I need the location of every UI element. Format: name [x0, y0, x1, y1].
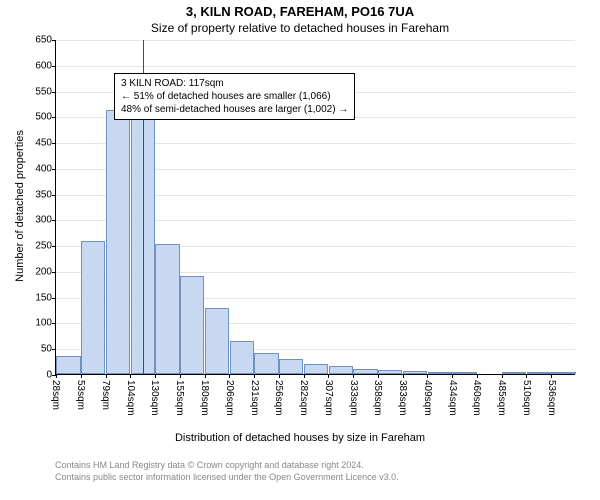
x-tick-mark: [180, 374, 181, 378]
x-tick-mark: [378, 374, 379, 378]
x-tick-label: 28sqm: [50, 380, 61, 410]
x-tick-label: 104sqm: [125, 380, 136, 416]
y-tick-label: 350: [35, 189, 56, 200]
y-axis-label: Number of detached properties: [14, 116, 26, 296]
histogram-bar: [329, 366, 353, 374]
histogram-bar: [353, 369, 377, 374]
y-tick-label: 400: [35, 163, 56, 174]
x-tick-label: 53sqm: [75, 380, 86, 410]
histogram-bar: [527, 372, 551, 374]
x-tick-label: 180sqm: [199, 380, 210, 416]
histogram-bar: [304, 364, 328, 374]
y-tick-label: 100: [35, 318, 56, 329]
x-tick-label: 485sqm: [496, 380, 507, 416]
histogram-bar: [56, 356, 80, 374]
x-tick-mark: [477, 374, 478, 378]
x-tick-mark: [130, 374, 131, 378]
x-tick-label: 358sqm: [372, 380, 383, 416]
histogram-bar: [254, 353, 278, 374]
x-tick-mark: [353, 374, 354, 378]
histogram-bar: [502, 372, 526, 374]
page-root: 3, KILN ROAD, FAREHAM, PO16 7UA Size of …: [0, 0, 600, 500]
x-tick-label: 79sqm: [100, 380, 111, 410]
footer-line2: Contains public sector information licen…: [55, 472, 399, 484]
histogram-bar: [180, 276, 204, 374]
x-tick-mark: [155, 374, 156, 378]
y-tick-label: 650: [35, 35, 56, 46]
x-tick-mark: [304, 374, 305, 378]
x-tick-mark: [403, 374, 404, 378]
x-tick-label: 130sqm: [149, 380, 160, 416]
x-tick-mark: [56, 374, 57, 378]
y-tick-label: 200: [35, 266, 56, 277]
x-tick-label: 510sqm: [521, 380, 532, 416]
histogram-bar: [403, 371, 427, 374]
x-tick-mark: [452, 374, 453, 378]
y-tick-label: 250: [35, 241, 56, 252]
chart-title-sub: Size of property relative to detached ho…: [0, 21, 600, 35]
chart-title-main: 3, KILN ROAD, FAREHAM, PO16 7UA: [0, 4, 600, 19]
histogram-bar: [551, 372, 575, 374]
x-tick-label: 206sqm: [224, 380, 235, 416]
x-tick-mark: [106, 374, 107, 378]
x-tick-mark: [502, 374, 503, 378]
histogram-bar: [106, 110, 130, 374]
x-tick-label: 409sqm: [422, 380, 433, 416]
histogram-bar: [428, 372, 452, 374]
histogram-bar: [205, 308, 229, 374]
x-tick-label: 282sqm: [298, 380, 309, 416]
plot-area: 0501001502002503003504004505005506006502…: [55, 40, 575, 375]
annotation-box: 3 KILN ROAD: 117sqm← 51% of detached hou…: [114, 73, 355, 120]
x-tick-mark: [551, 374, 552, 378]
x-tick-label: 434sqm: [447, 380, 458, 416]
annotation-line-2: ← 51% of detached houses are smaller (1,…: [121, 90, 348, 103]
x-tick-mark: [328, 374, 329, 378]
x-tick-mark: [229, 374, 230, 378]
y-tick-label: 450: [35, 138, 56, 149]
y-tick-label: 150: [35, 292, 56, 303]
x-tick-mark: [526, 374, 527, 378]
y-tick-label: 50: [41, 344, 56, 355]
y-tick-label: 0: [46, 370, 56, 381]
gridline: [56, 40, 575, 41]
histogram-bar: [452, 372, 476, 374]
annotation-line-1: 3 KILN ROAD: 117sqm: [121, 77, 348, 90]
x-tick-mark: [81, 374, 82, 378]
x-tick-mark: [427, 374, 428, 378]
x-tick-mark: [205, 374, 206, 378]
x-tick-label: 333sqm: [348, 380, 359, 416]
histogram-bar: [81, 241, 105, 374]
y-tick-label: 550: [35, 86, 56, 97]
gridline: [56, 66, 575, 67]
x-tick-mark: [279, 374, 280, 378]
x-tick-label: 231sqm: [249, 380, 260, 416]
footer-attribution: Contains HM Land Registry data © Crown c…: [55, 460, 399, 483]
histogram-bar: [230, 341, 254, 375]
y-tick-label: 600: [35, 60, 56, 71]
x-axis-label: Distribution of detached houses by size …: [0, 432, 600, 444]
histogram-bar: [279, 359, 303, 374]
x-tick-label: 460sqm: [471, 380, 482, 416]
footer-line1: Contains HM Land Registry data © Crown c…: [55, 460, 399, 472]
y-tick-label: 500: [35, 112, 56, 123]
x-tick-label: 307sqm: [323, 380, 334, 416]
x-tick-mark: [254, 374, 255, 378]
histogram-bar: [155, 244, 179, 374]
annotation-line-3: 48% of semi-detached houses are larger (…: [121, 103, 348, 116]
histogram-bar: [378, 370, 402, 374]
x-tick-label: 383sqm: [397, 380, 408, 416]
x-tick-label: 256sqm: [273, 380, 284, 416]
x-tick-label: 155sqm: [174, 380, 185, 416]
y-tick-label: 300: [35, 215, 56, 226]
x-tick-label: 536sqm: [546, 380, 557, 416]
